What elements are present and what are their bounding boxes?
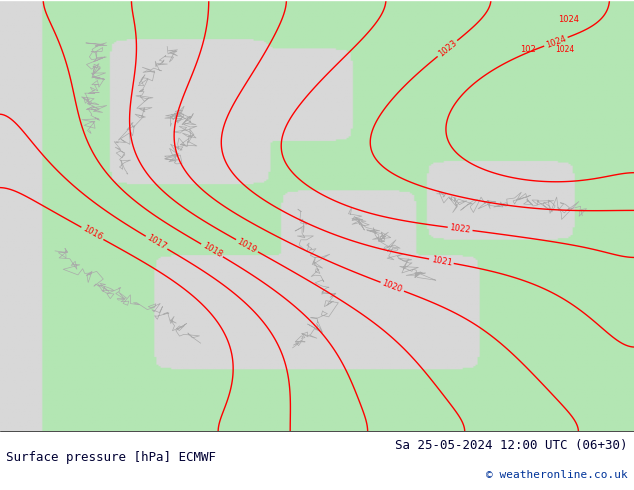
Text: Sa 25-05-2024 12:00 UTC (06+30): Sa 25-05-2024 12:00 UTC (06+30) (395, 440, 628, 452)
Text: 1019: 1019 (236, 237, 258, 255)
Text: 1021: 1021 (430, 255, 453, 268)
Text: 1024: 1024 (545, 34, 567, 49)
Text: 1018: 1018 (200, 241, 223, 260)
Text: 102: 102 (520, 45, 536, 54)
Text: 1022: 1022 (449, 223, 471, 235)
Text: 1023: 1023 (436, 38, 458, 59)
Text: 1017: 1017 (145, 233, 168, 252)
Text: 1020: 1020 (381, 279, 404, 294)
Text: 1024: 1024 (555, 45, 574, 54)
Text: Surface pressure [hPa] ECMWF: Surface pressure [hPa] ECMWF (6, 451, 216, 464)
Text: 1016: 1016 (81, 224, 104, 243)
Text: 1024: 1024 (558, 15, 579, 24)
Text: © weatheronline.co.uk: © weatheronline.co.uk (486, 470, 628, 480)
